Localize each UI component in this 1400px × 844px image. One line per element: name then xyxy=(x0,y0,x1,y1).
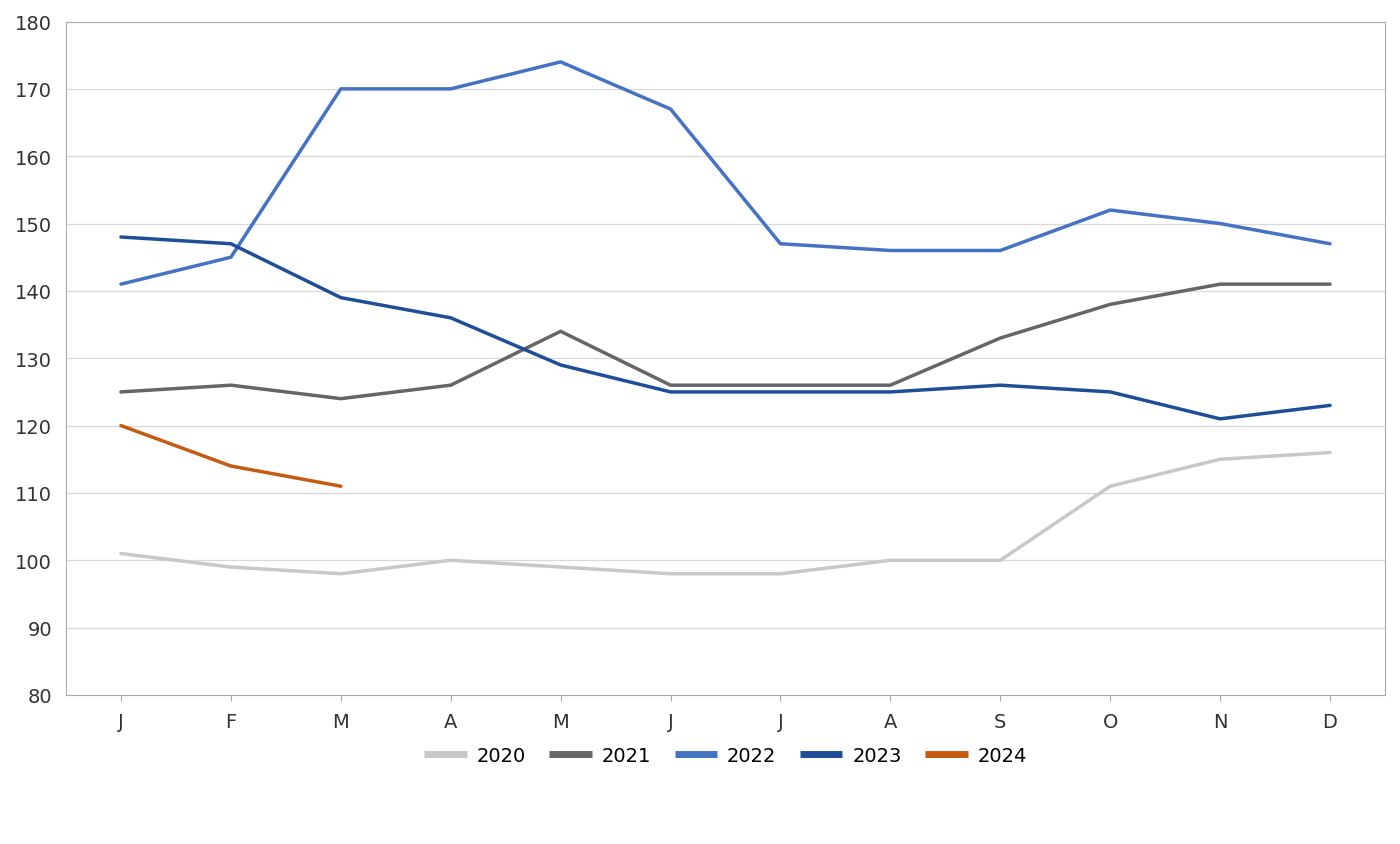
2023 xyxy=(882,387,899,398)
2020 xyxy=(991,555,1008,565)
2021 xyxy=(1102,300,1119,310)
2020 xyxy=(223,562,239,572)
2022 xyxy=(442,84,459,95)
2023 xyxy=(442,313,459,323)
2021 xyxy=(882,381,899,391)
2022 xyxy=(223,253,239,263)
2022 xyxy=(1102,206,1119,216)
2023 xyxy=(332,293,349,303)
2022 xyxy=(662,105,679,115)
2022 xyxy=(882,246,899,257)
2020 xyxy=(332,569,349,579)
2020 xyxy=(552,562,568,572)
2023 xyxy=(223,240,239,250)
2022 xyxy=(1322,240,1338,250)
Line: 2022: 2022 xyxy=(120,62,1330,284)
2024 xyxy=(112,421,129,431)
2021 xyxy=(223,381,239,391)
Legend: 2020, 2021, 2022, 2023, 2024: 2020, 2021, 2022, 2023, 2024 xyxy=(416,738,1035,773)
2024 xyxy=(332,482,349,492)
2023 xyxy=(662,387,679,398)
2021 xyxy=(1212,279,1229,289)
2021 xyxy=(1322,279,1338,289)
2020 xyxy=(112,549,129,559)
2023 xyxy=(1102,387,1119,398)
Line: 2020: 2020 xyxy=(120,453,1330,574)
2021 xyxy=(662,381,679,391)
2021 xyxy=(991,333,1008,344)
2023 xyxy=(1322,401,1338,411)
2023 xyxy=(552,360,568,371)
2021 xyxy=(112,387,129,398)
2020 xyxy=(771,569,788,579)
2023 xyxy=(112,233,129,243)
2022 xyxy=(112,279,129,289)
2021 xyxy=(771,381,788,391)
Line: 2021: 2021 xyxy=(120,284,1330,399)
2020 xyxy=(1212,455,1229,465)
2020 xyxy=(1322,448,1338,458)
2021 xyxy=(442,381,459,391)
2021 xyxy=(332,394,349,404)
2022 xyxy=(552,57,568,68)
2022 xyxy=(771,240,788,250)
2022 xyxy=(991,246,1008,257)
2023 xyxy=(1212,414,1229,425)
2023 xyxy=(771,387,788,398)
2020 xyxy=(1102,482,1119,492)
2020 xyxy=(442,555,459,565)
2021 xyxy=(552,327,568,337)
2024 xyxy=(223,462,239,472)
Line: 2023: 2023 xyxy=(120,238,1330,419)
2022 xyxy=(332,84,349,95)
2020 xyxy=(662,569,679,579)
2022 xyxy=(1212,219,1229,230)
2023 xyxy=(991,381,1008,391)
Line: 2024: 2024 xyxy=(120,426,340,487)
2020 xyxy=(882,555,899,565)
